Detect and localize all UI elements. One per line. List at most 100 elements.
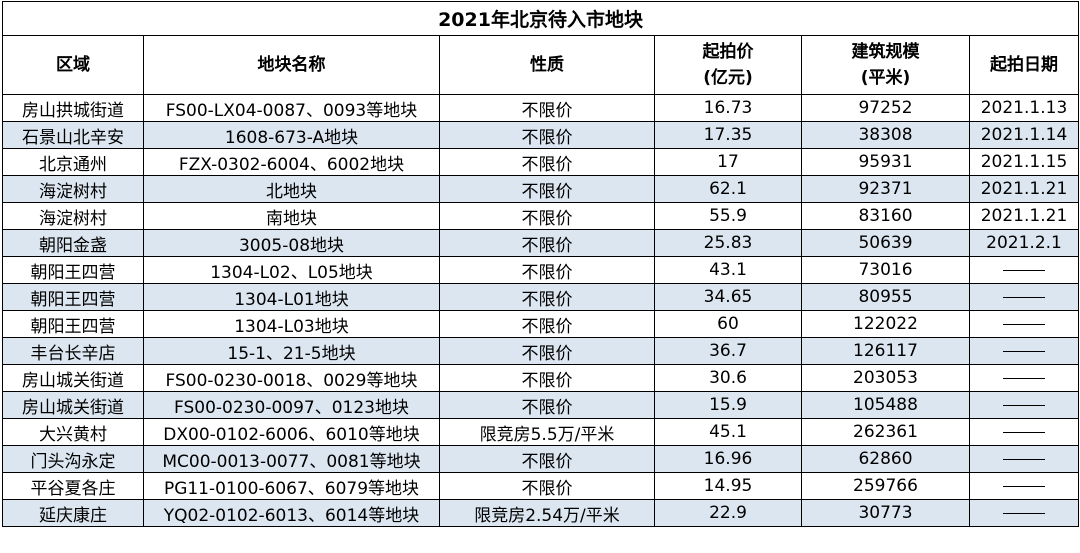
cell-start-date [968,283,1080,311]
cell-parcel-name: 1304-L03地块 [143,310,440,338]
date-dash [1003,404,1045,406]
cell-nature: 不限价 [439,202,655,230]
table-row: 门头沟永定 MC00-0013-0077、0081等地块 不限价 16.96 62860 [2,445,1080,473]
cell-building-scale: 38308 [801,121,970,149]
table-header-row: 区域 地块名称 性质 起拍价 (亿元) 建筑规模 (平米) 起拍日期 [2,35,1080,95]
cell-start-date: 2021.1.15 [968,148,1080,176]
date-dash [1003,512,1045,514]
header-label: 起拍日期 [990,55,1058,75]
cell-start-price: 36.7 [654,337,802,365]
cell-start-date [968,499,1080,527]
cell-area: 朝阳王四营 [2,283,144,311]
cell-area: 石景山北辛安 [2,121,144,149]
cell-building-scale: 97252 [801,94,970,122]
cell-start-price: 34.65 [654,283,802,311]
table-row: 海淀树村 南地块 不限价 55.9 83160 2021.1.21 [2,202,1080,230]
cell-building-scale: 62860 [801,445,970,473]
cell-parcel-name: 南地块 [143,202,440,230]
cell-area: 延庆康庄 [2,499,144,527]
cell-area: 房山城关街道 [2,391,144,419]
cell-start-price: 60 [654,310,802,338]
cell-start-date: 2021.1.21 [968,202,1080,230]
cell-nature: 限竞房2.54万/平米 [439,499,655,527]
date-dash [1003,431,1045,433]
table-row: 房山拱城街道 FS00-LX04-0087、0093等地块 不限价 16.73 9725… [2,94,1080,122]
header-start-price: 起拍价 (亿元) [654,35,802,95]
cell-parcel-name: 1608-673-A地块 [143,121,440,149]
cell-start-price: 16.73 [654,94,802,122]
date-dash [1003,458,1045,460]
header-parcel-name: 地块名称 [143,35,440,95]
table-row: 丰台长辛店 15-1、21-5地块 不限价 36.7 126117 [2,337,1080,365]
cell-start-date: 2021.1.21 [968,175,1080,203]
cell-start-price: 22.9 [654,499,802,527]
cell-area: 朝阳王四营 [2,310,144,338]
cell-start-date: 2021.2.1 [968,229,1080,257]
cell-area: 房山城关街道 [2,364,144,392]
table-row: 北京通州 FZX-0302-6004、6002地块 不限价 17 95931 2021.1… [2,148,1080,176]
cell-start-price: 30.6 [654,364,802,392]
cell-nature: 不限价 [439,94,655,122]
header-label: 起拍价 [702,42,754,62]
cell-start-price: 15.9 [654,391,802,419]
cell-nature: 限竞房5.5万/平米 [439,418,655,446]
cell-building-scale: 259766 [801,472,970,500]
cell-start-price: 25.83 [654,229,802,257]
date-dash [1003,350,1045,352]
cell-building-scale: 105488 [801,391,970,419]
date-dash [1003,296,1045,298]
cell-area: 朝阳金盏 [2,229,144,257]
cell-start-date [968,391,1080,419]
header-label: 建筑规模 [851,42,920,62]
table-row: 朝阳王四营 1304-L01地块 不限价 34.65 80955 [2,283,1080,311]
cell-start-price: 45.1 [654,418,802,446]
cell-nature: 不限价 [439,121,655,149]
cell-parcel-name: 北地块 [143,175,440,203]
header-nature: 性质 [439,35,655,95]
cell-area: 平谷夏各庄 [2,472,144,500]
cell-building-scale: 50639 [801,229,970,257]
cell-nature: 不限价 [439,337,655,365]
header-label: 性质 [530,55,564,75]
cell-area: 海淀树村 [2,175,144,203]
cell-parcel-name: FS00-LX04-0087、0093等地块 [143,94,440,122]
cell-start-price: 17 [654,148,802,176]
cell-building-scale: 73016 [801,256,970,284]
cell-nature: 不限价 [439,229,655,257]
cell-nature: 不限价 [439,283,655,311]
table-row: 石景山北辛安 1608-673-A地块 不限价 17.35 38308 2021.1.14 [2,121,1080,149]
cell-start-date: 2021.1.13 [968,94,1080,122]
cell-nature: 不限价 [439,472,655,500]
cell-area: 北京通州 [2,148,144,176]
cell-nature: 不限价 [439,175,655,203]
cell-nature: 不限价 [439,364,655,392]
table-row: 海淀树村 北地块 不限价 62.1 92371 2021.1.21 [2,175,1080,203]
cell-start-date [968,445,1080,473]
header-start-date: 起拍日期 [968,35,1080,95]
cell-building-scale: 126117 [801,337,970,365]
cell-area: 门头沟永定 [2,445,144,473]
date-dash [1003,323,1045,325]
cell-start-date: 2021.1.14 [968,121,1080,149]
cell-start-price: 14.95 [654,472,802,500]
cell-parcel-name: 1304-L01地块 [143,283,440,311]
table-row: 大兴黄村 DX00-0102-6006、6010等地块 限竞房5.5万/平米 45.1… [2,418,1080,446]
cell-parcel-name: DX00-0102-6006、6010等地块 [143,418,440,446]
cell-start-date [968,418,1080,446]
cell-building-scale: 203053 [801,364,970,392]
cell-parcel-name: MC00-0013-0077、0081等地块 [143,445,440,473]
table-row: 朝阳王四营 1304-L03地块 不限价 60 122022 [2,310,1080,338]
table-row: 延庆康庄 YQ02-0102-6013、6014等地块 限竞房2.54万/平米 22.… [2,499,1080,527]
header-label: 地块名称 [257,55,326,75]
cell-building-scale: 95931 [801,148,970,176]
header-building-scale: 建筑规模 (平米) [801,35,970,95]
cell-building-scale: 83160 [801,202,970,230]
table-row: 房山城关街道 FS00-0230-0097、0123地块 不限价 15.9 105488 [2,391,1080,419]
cell-start-date [968,364,1080,392]
cell-building-scale: 122022 [801,310,970,338]
cell-parcel-name: 1304-L02、L05地块 [143,256,440,284]
cell-start-price: 62.1 [654,175,802,203]
cell-area: 丰台长辛店 [2,337,144,365]
table-row: 朝阳王四营 1304-L02、L05地块 不限价 43.1 73016 [2,256,1080,284]
